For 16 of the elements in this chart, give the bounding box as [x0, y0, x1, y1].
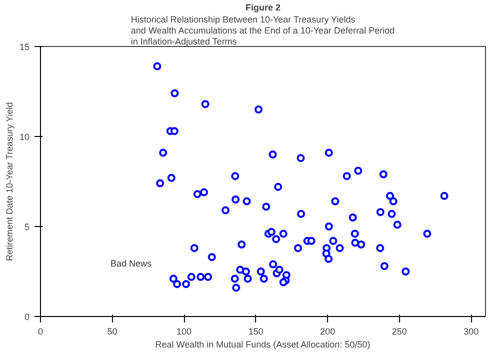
- x-tick-label: 250: [392, 326, 407, 336]
- y-tick-label: 15: [19, 42, 30, 52]
- annotation: Bad News: [110, 258, 152, 268]
- y-tick-label: 0: [24, 312, 30, 322]
- x-tick-label: 50: [107, 326, 118, 336]
- y-tick-label: 10: [19, 132, 30, 142]
- chart-title: Figure 2: [245, 2, 281, 12]
- x-tick-label: 150: [248, 326, 264, 336]
- x-tick-label: 0: [38, 326, 44, 336]
- y-axis-title: Retirement Date 10-Year Treasury Yield: [4, 102, 14, 262]
- x-axis-title: Real Wealth in Mutual Funds (Asset Allocation: 50/50): [155, 340, 370, 350]
- y-tick-label: 5: [24, 222, 30, 232]
- x-tick-label: 300: [464, 326, 479, 336]
- x-tick-label: 200: [320, 326, 336, 336]
- chart-subtitle: Historical Relationship Between 10-Year Treasury Yields and Wealth Accumulations at the End of a 10-Year Deferral Period in Inflation-Adjusted Terms: [130, 14, 395, 46]
- x-tick-label: 100: [176, 326, 192, 336]
